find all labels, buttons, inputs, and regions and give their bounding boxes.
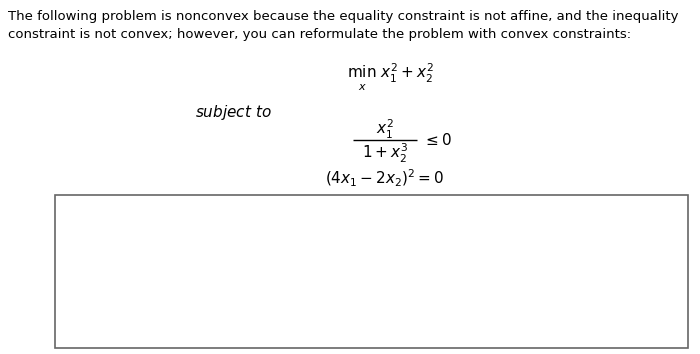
Text: The following problem is nonconvex because the equality constraint is not affine: The following problem is nonconvex becau… (8, 10, 678, 23)
Text: $\mathrm{min}\ x_1^2 + x_2^2$: $\mathrm{min}\ x_1^2 + x_2^2$ (346, 62, 433, 85)
Text: constraint is not convex; however, you can reformulate the problem with convex c: constraint is not convex; however, you c… (8, 28, 631, 41)
Bar (55, 195, 688, 348)
Text: $1 + x_2^3$: $1 + x_2^3$ (362, 142, 408, 165)
Text: $(4x_1 - 2x_2)^2 = 0$: $(4x_1 - 2x_2)^2 = 0$ (326, 168, 444, 189)
Text: $\mathit{subject\ to}$: $\mathit{subject\ to}$ (195, 103, 272, 122)
Text: $\leq 0$: $\leq 0$ (423, 132, 452, 148)
Text: $x_1^2$: $x_1^2$ (376, 118, 394, 141)
Text: $x$: $x$ (358, 82, 367, 92)
